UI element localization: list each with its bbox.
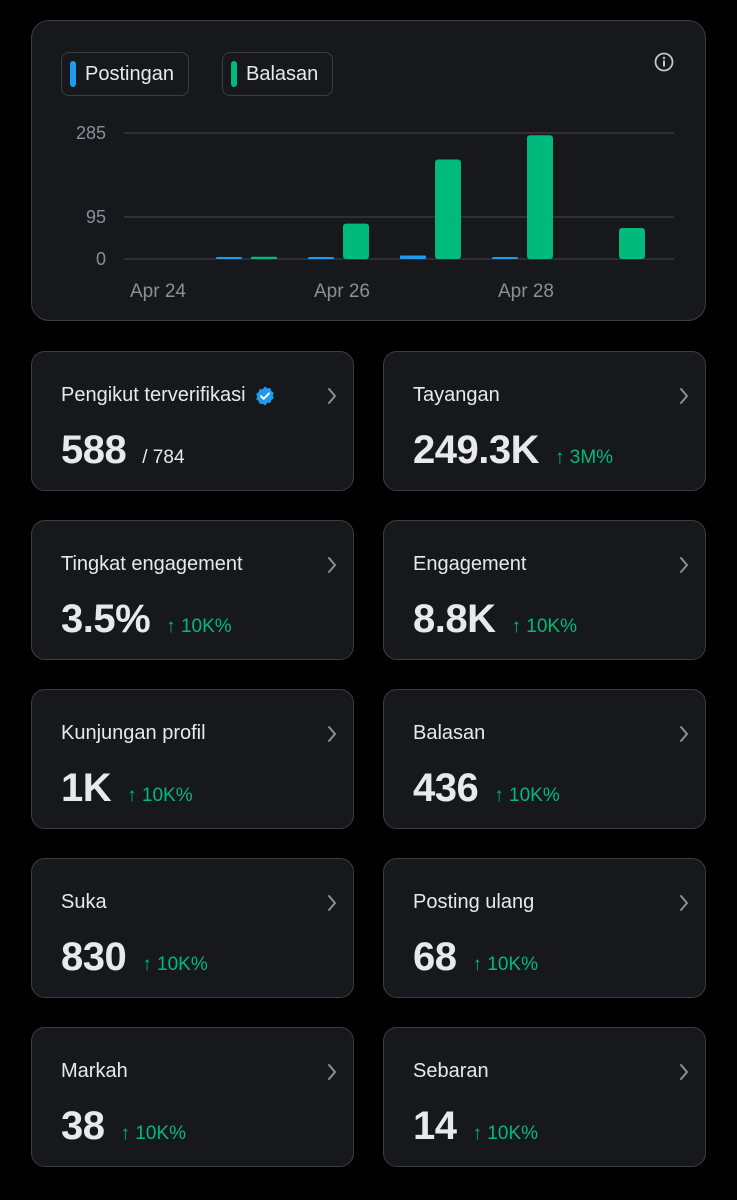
metric-label-text: Tingkat engagement bbox=[61, 553, 243, 575]
bar-balasan-apr-25[interactable] bbox=[343, 223, 369, 259]
metric-label: Suka bbox=[61, 891, 107, 914]
metric-label-text: Pengikut terverifikasi bbox=[61, 384, 246, 406]
metric-total: / 784 bbox=[142, 447, 185, 468]
metric-change: ↑ 10K% bbox=[166, 616, 232, 637]
metric-value-row: 14 ↑ 10K% bbox=[413, 1104, 538, 1149]
metric-label-text: Balasan bbox=[413, 722, 486, 744]
metric-label: Sebaran bbox=[413, 1060, 489, 1083]
metric-label-text: Kunjungan profil bbox=[61, 722, 206, 744]
metric-value-row: 249.3K ↑ 3M% bbox=[413, 428, 613, 473]
metric-tile-sebaran[interactable]: Sebaran 14 ↑ 10K% bbox=[383, 1027, 706, 1167]
chevron-right-icon bbox=[328, 388, 336, 404]
metric-label: Posting ulang bbox=[413, 891, 534, 914]
metric-value-row: 588 / 784 bbox=[61, 428, 185, 473]
bar-postingan-apr-24[interactable] bbox=[216, 257, 242, 259]
metric-value-row: 8.8K ↑ 10K% bbox=[413, 597, 577, 642]
metric-value: 830 bbox=[61, 935, 127, 979]
chevron-right-icon bbox=[328, 726, 336, 742]
metric-label-text: Suka bbox=[61, 891, 107, 913]
legend-postingan[interactable]: Postingan bbox=[61, 52, 189, 96]
metric-change: ↑ 10K% bbox=[472, 1123, 538, 1144]
bar-balasan-apr-24[interactable] bbox=[251, 256, 277, 259]
metric-label: Engagement bbox=[413, 553, 526, 576]
legend-label: Postingan bbox=[85, 62, 174, 85]
metric-value-row: 436 ↑ 10K% bbox=[413, 766, 560, 811]
metric-tile-kunjungan-profil[interactable]: Kunjungan profil 1K ↑ 10K% bbox=[31, 689, 354, 829]
metric-value: 68 bbox=[413, 935, 457, 979]
metric-label-text: Sebaran bbox=[413, 1060, 489, 1082]
metric-tile-engagement[interactable]: Engagement 8.8K ↑ 10K% bbox=[383, 520, 706, 660]
bar-chart: 285 95 0 Apr 24 Apr 26 Apr 28 bbox=[76, 123, 674, 302]
y-tick-label: 0 bbox=[96, 249, 106, 269]
metric-change: ↑ 3M% bbox=[554, 447, 614, 468]
info-icon[interactable] bbox=[653, 51, 675, 73]
chevron-right-icon bbox=[328, 1064, 336, 1080]
metric-label: Tayangan bbox=[413, 384, 500, 407]
legend-swatch-balasan bbox=[231, 61, 237, 87]
metric-value: 1K bbox=[61, 766, 112, 810]
metric-tile-markah[interactable]: Markah 38 ↑ 10K% bbox=[31, 1027, 354, 1167]
metric-value: 8.8K bbox=[413, 597, 496, 641]
metric-label: Kunjungan profil bbox=[61, 722, 206, 745]
metric-value-row: 68 ↑ 10K% bbox=[413, 935, 538, 980]
metric-label-text: Tayangan bbox=[413, 384, 500, 406]
metric-value: 249.3K bbox=[413, 428, 539, 472]
x-tick-label: Apr 26 bbox=[314, 281, 370, 302]
metric-label-text: Posting ulang bbox=[413, 891, 535, 913]
metric-value: 436 bbox=[413, 766, 479, 810]
chevron-right-icon bbox=[328, 895, 336, 911]
verified-badge-icon bbox=[255, 386, 274, 405]
metric-change: ↑ 10K% bbox=[120, 1123, 186, 1144]
metric-value: 14 bbox=[413, 1104, 457, 1148]
metric-tile-tingkat-engagement[interactable]: Tingkat engagement 3.5% ↑ 10K% bbox=[31, 520, 354, 660]
legend-swatch-postingan bbox=[70, 61, 76, 87]
metric-change: ↑ 10K% bbox=[127, 785, 193, 806]
metric-tile-tayangan[interactable]: Tayangan 249.3K ↑ 3M% bbox=[383, 351, 706, 491]
chevron-right-icon bbox=[680, 1064, 688, 1080]
x-tick-label: Apr 28 bbox=[498, 281, 554, 302]
chevron-right-icon bbox=[328, 557, 336, 573]
metric-tile-balasan[interactable]: Balasan 436 ↑ 10K% bbox=[383, 689, 706, 829]
metric-change: ↑ 10K% bbox=[494, 785, 560, 806]
metric-value-row: 3.5% ↑ 10K% bbox=[61, 597, 232, 642]
chevron-right-icon bbox=[680, 557, 688, 573]
metric-value-row: 38 ↑ 10K% bbox=[61, 1104, 186, 1149]
y-tick-label: 95 bbox=[86, 207, 106, 227]
bar-postingan-apr-27[interactable] bbox=[492, 257, 518, 259]
chevron-right-icon bbox=[680, 726, 688, 742]
metric-change: ↑ 10K% bbox=[142, 954, 208, 975]
legend-label: Balasan bbox=[246, 62, 319, 85]
metric-label: Markah bbox=[61, 1060, 128, 1083]
bar-postingan-apr-26[interactable] bbox=[400, 255, 426, 259]
chevron-right-icon bbox=[680, 895, 688, 911]
legend-balasan[interactable]: Balasan bbox=[222, 52, 334, 96]
metric-change: ↑ 10K% bbox=[511, 616, 577, 637]
metric-label: Balasan bbox=[413, 722, 485, 745]
bar-balasan-apr-28[interactable] bbox=[619, 228, 645, 259]
metric-label-text: Markah bbox=[61, 1060, 128, 1082]
bar-postingan-apr-25[interactable] bbox=[308, 257, 334, 259]
metric-value-row: 830 ↑ 10K% bbox=[61, 935, 208, 980]
metric-tile-posting-ulang[interactable]: Posting ulang 68 ↑ 10K% bbox=[383, 858, 706, 998]
bar-balasan-apr-26[interactable] bbox=[435, 159, 461, 259]
metric-value-row: 1K ↑ 10K% bbox=[61, 766, 193, 811]
metric-tile-suka[interactable]: Suka 830 ↑ 10K% bbox=[31, 858, 354, 998]
metric-label: Pengikut terverifikasi bbox=[61, 384, 276, 407]
metric-value: 3.5% bbox=[61, 597, 151, 641]
bar-balasan-apr-27[interactable] bbox=[527, 135, 553, 259]
metric-change: ↑ 10K% bbox=[472, 954, 538, 975]
metric-tile-pengikut-terverifikasi[interactable]: Pengikut terverifikasi 588 / 784 bbox=[31, 351, 354, 491]
y-tick-label: 285 bbox=[76, 123, 106, 143]
chevron-right-icon bbox=[680, 388, 688, 404]
metric-label-text: Engagement bbox=[413, 553, 527, 575]
metric-value: 38 bbox=[61, 1104, 105, 1148]
x-tick-label: Apr 24 bbox=[130, 281, 186, 302]
analytics-chart-card: Postingan Balasan 285 95 0 Apr 24 Apr 26 Apr … bbox=[31, 20, 706, 321]
metric-value: 588 bbox=[61, 428, 127, 472]
metric-label: Tingkat engagement bbox=[61, 553, 243, 576]
